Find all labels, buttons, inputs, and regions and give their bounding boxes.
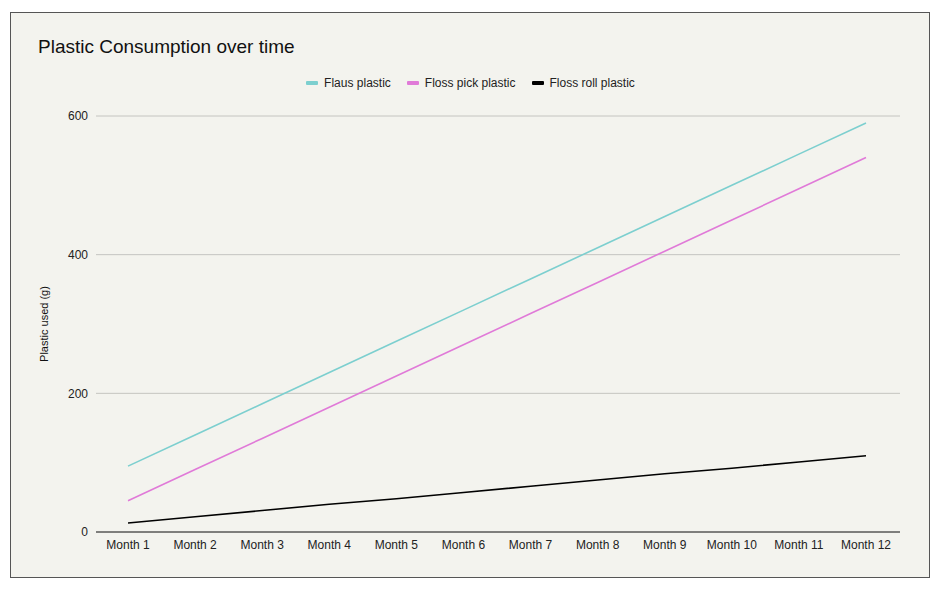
svg-text:Month 6: Month 6	[442, 538, 486, 552]
svg-text:Month 5: Month 5	[375, 538, 419, 552]
html-text:Flaus plastic: Flaus plastic	[324, 76, 391, 90]
svg-text:600: 600	[68, 109, 88, 123]
svg-text:Month 12: Month 12	[841, 538, 891, 552]
svg-text:200: 200	[68, 387, 88, 401]
svg-text:Month 9: Month 9	[643, 538, 687, 552]
svg-text:Month 4: Month 4	[308, 538, 352, 552]
svg-text:Month 8: Month 8	[576, 538, 620, 552]
svg-text:400: 400	[68, 248, 88, 262]
html-text:Floss pick plastic: Floss pick plastic	[424, 76, 516, 90]
svg-text:Month 10: Month 10	[707, 538, 757, 552]
svg-text:Month 3: Month 3	[241, 538, 285, 552]
svg-text:Month 1: Month 1	[106, 538, 150, 552]
html-text:Plastic Consumption over time: Plastic Consumption over time	[38, 36, 295, 57]
svg-text:Month 2: Month 2	[173, 538, 217, 552]
svg-text:0: 0	[81, 525, 88, 539]
svg-text:Month 7: Month 7	[509, 538, 553, 552]
html-text:Floss roll plastic: Floss roll plastic	[549, 76, 635, 90]
svg-text:Month 11: Month 11	[774, 538, 823, 552]
html-text:Plastic used (g): Plastic used (g)	[38, 286, 50, 362]
